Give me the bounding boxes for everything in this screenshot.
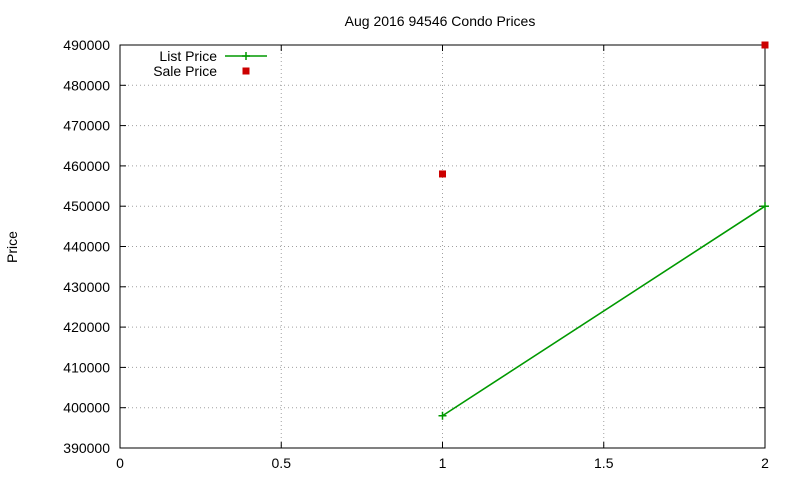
legend-marker xyxy=(242,67,250,75)
y-tick-label: 440000 xyxy=(63,239,110,255)
series-1 xyxy=(439,41,769,178)
chart-title: Aug 2016 94546 Condo Prices xyxy=(345,13,536,29)
x-axis-ticks: 0 0.5 1 1.5 2 xyxy=(116,45,769,471)
y-tick-label: 430000 xyxy=(63,279,110,295)
legend-label: Sale Price xyxy=(153,63,217,79)
y-tick-label: 480000 xyxy=(63,77,110,93)
y-tick-label: 490000 xyxy=(63,37,110,53)
series-line xyxy=(442,205,766,417)
y-tick-label: 390000 xyxy=(63,440,110,456)
data-point xyxy=(761,41,769,49)
series-layer xyxy=(438,41,769,420)
x-tick-label: 0 xyxy=(116,455,124,471)
y-tick-label: 400000 xyxy=(63,400,110,416)
x-tick-label: 1.5 xyxy=(594,455,614,471)
y-axis-ticks: 390000 400000 410000 420000 430000 440000 4500… xyxy=(63,37,765,456)
legend-marker xyxy=(242,52,250,60)
y-tick-label: 460000 xyxy=(63,158,110,174)
x-tick-label: 2 xyxy=(761,455,769,471)
y-tick-label: 420000 xyxy=(63,319,110,335)
x-tick-label: 0.5 xyxy=(272,455,292,471)
y-tick-label: 450000 xyxy=(63,198,110,214)
data-point xyxy=(439,170,446,178)
x-tick-label: 1 xyxy=(439,455,447,471)
y-axis-label: Price xyxy=(4,231,20,263)
y-tick-label: 470000 xyxy=(63,118,110,134)
data-point xyxy=(438,411,447,420)
legend-label: List Price xyxy=(159,48,217,64)
data-point xyxy=(761,202,769,211)
y-tick-label: 410000 xyxy=(63,359,110,375)
series-0 xyxy=(438,202,769,420)
